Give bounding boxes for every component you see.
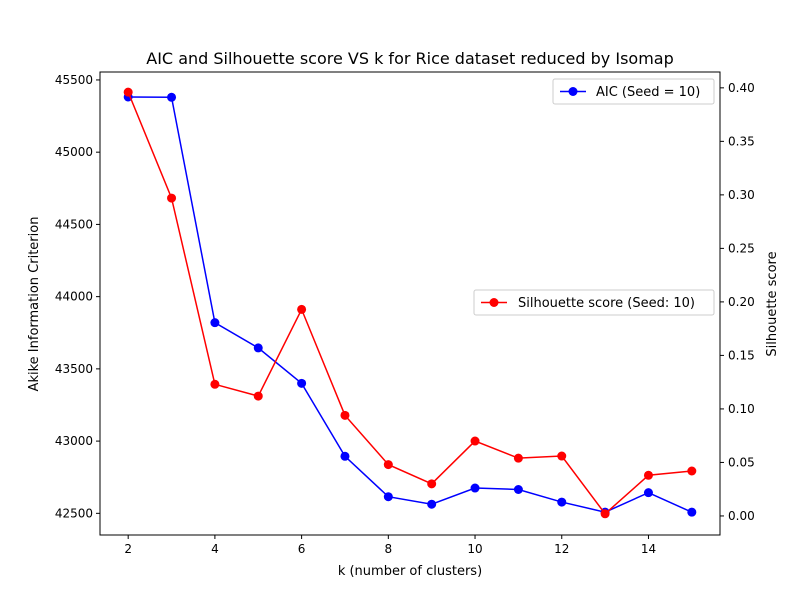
- right-y-tick-label-8: 0.40: [728, 81, 755, 95]
- series-1-point-9: [513, 453, 523, 463]
- x-tick-label-1: 4: [211, 542, 219, 556]
- legend-aic-label: AIC (Seed = 10): [596, 85, 700, 100]
- right-y-tick-label-0: 0.00: [728, 509, 755, 523]
- left-y-tick-label-4: 44500: [55, 217, 93, 231]
- legend-silhouette-label: Silhouette score (Seed: 10): [518, 296, 695, 311]
- series-1-point-0: [123, 87, 133, 97]
- series-0-point-5: [340, 451, 350, 461]
- x-tick-label-4: 10: [467, 542, 482, 556]
- left-y-tick-label-1: 43000: [55, 434, 93, 448]
- series-1-point-4: [297, 304, 307, 314]
- series-0-point-9: [513, 484, 523, 494]
- series-0-point-3: [253, 343, 263, 353]
- series-0-point-10: [557, 497, 567, 507]
- axes: 2 4 6 8 10 12 14 42500 43000 43500 44000 44500 45000…: [55, 71, 755, 556]
- right-y-tick-label-3: 0.15: [728, 348, 755, 362]
- chart-title: AIC and Silhouette score VS k for Rice d…: [146, 49, 673, 68]
- series-0-point-13: [687, 507, 697, 517]
- series-1-point-8: [470, 436, 480, 446]
- right-y-tick-label-7: 0.35: [728, 134, 755, 148]
- legend-silhouette: Silhouette score (Seed: 10): [473, 289, 715, 316]
- series-1-point-7: [427, 479, 437, 489]
- series-0-point-2: [210, 318, 220, 328]
- series-0-point-4: [297, 378, 307, 388]
- left-y-tick-label-2: 43500: [55, 362, 93, 376]
- left-y-tick-label-6: 45500: [55, 73, 93, 87]
- series-1-point-5: [340, 410, 350, 420]
- series-1-point-10: [557, 451, 567, 461]
- series-1-point-13: [687, 466, 697, 476]
- right-y-axis-label: Silhouette score: [765, 251, 780, 356]
- x-tick-label-5: 12: [554, 542, 569, 556]
- legend-aic: AIC (Seed = 10): [552, 78, 715, 105]
- right-y-tick-label-1: 0.05: [728, 455, 755, 469]
- x-tick-label-6: 14: [641, 542, 656, 556]
- plot-area: [123, 87, 697, 519]
- series-line-0: [128, 96, 693, 513]
- x-tick-label-0: 2: [124, 542, 132, 556]
- series-1-point-12: [643, 470, 653, 480]
- left-y-axis-label: Akike Information Criterion: [27, 217, 42, 392]
- series-0-point-8: [470, 483, 480, 493]
- x-axis-label: k (number of clusters): [338, 564, 482, 579]
- series-line-1: [127, 91, 692, 515]
- series-0-point-1: [167, 92, 177, 102]
- series-0-point-12: [643, 488, 653, 498]
- left-y-tick-label-3: 44000: [55, 290, 93, 304]
- series-0-point-7: [427, 499, 437, 509]
- series-0-point-6: [383, 492, 393, 502]
- right-y-tick-label-6: 0.30: [728, 188, 755, 202]
- plot-frame: [99, 71, 721, 536]
- x-tick-label-3: 8: [385, 542, 393, 556]
- series-1-point-6: [383, 460, 393, 470]
- left-y-tick-label-5: 45000: [55, 145, 93, 159]
- series-1-point-2: [210, 379, 220, 389]
- right-y-tick-label-5: 0.25: [728, 241, 755, 255]
- right-y-tick-label-2: 0.10: [728, 402, 755, 416]
- series-1-point-1: [167, 193, 177, 203]
- left-y-tick-label-0: 42500: [55, 506, 93, 520]
- series-1-point-3: [253, 391, 263, 401]
- x-tick-label-2: 6: [298, 542, 306, 556]
- series-1-point-11: [600, 509, 610, 519]
- right-y-tick-label-4: 0.20: [728, 295, 755, 309]
